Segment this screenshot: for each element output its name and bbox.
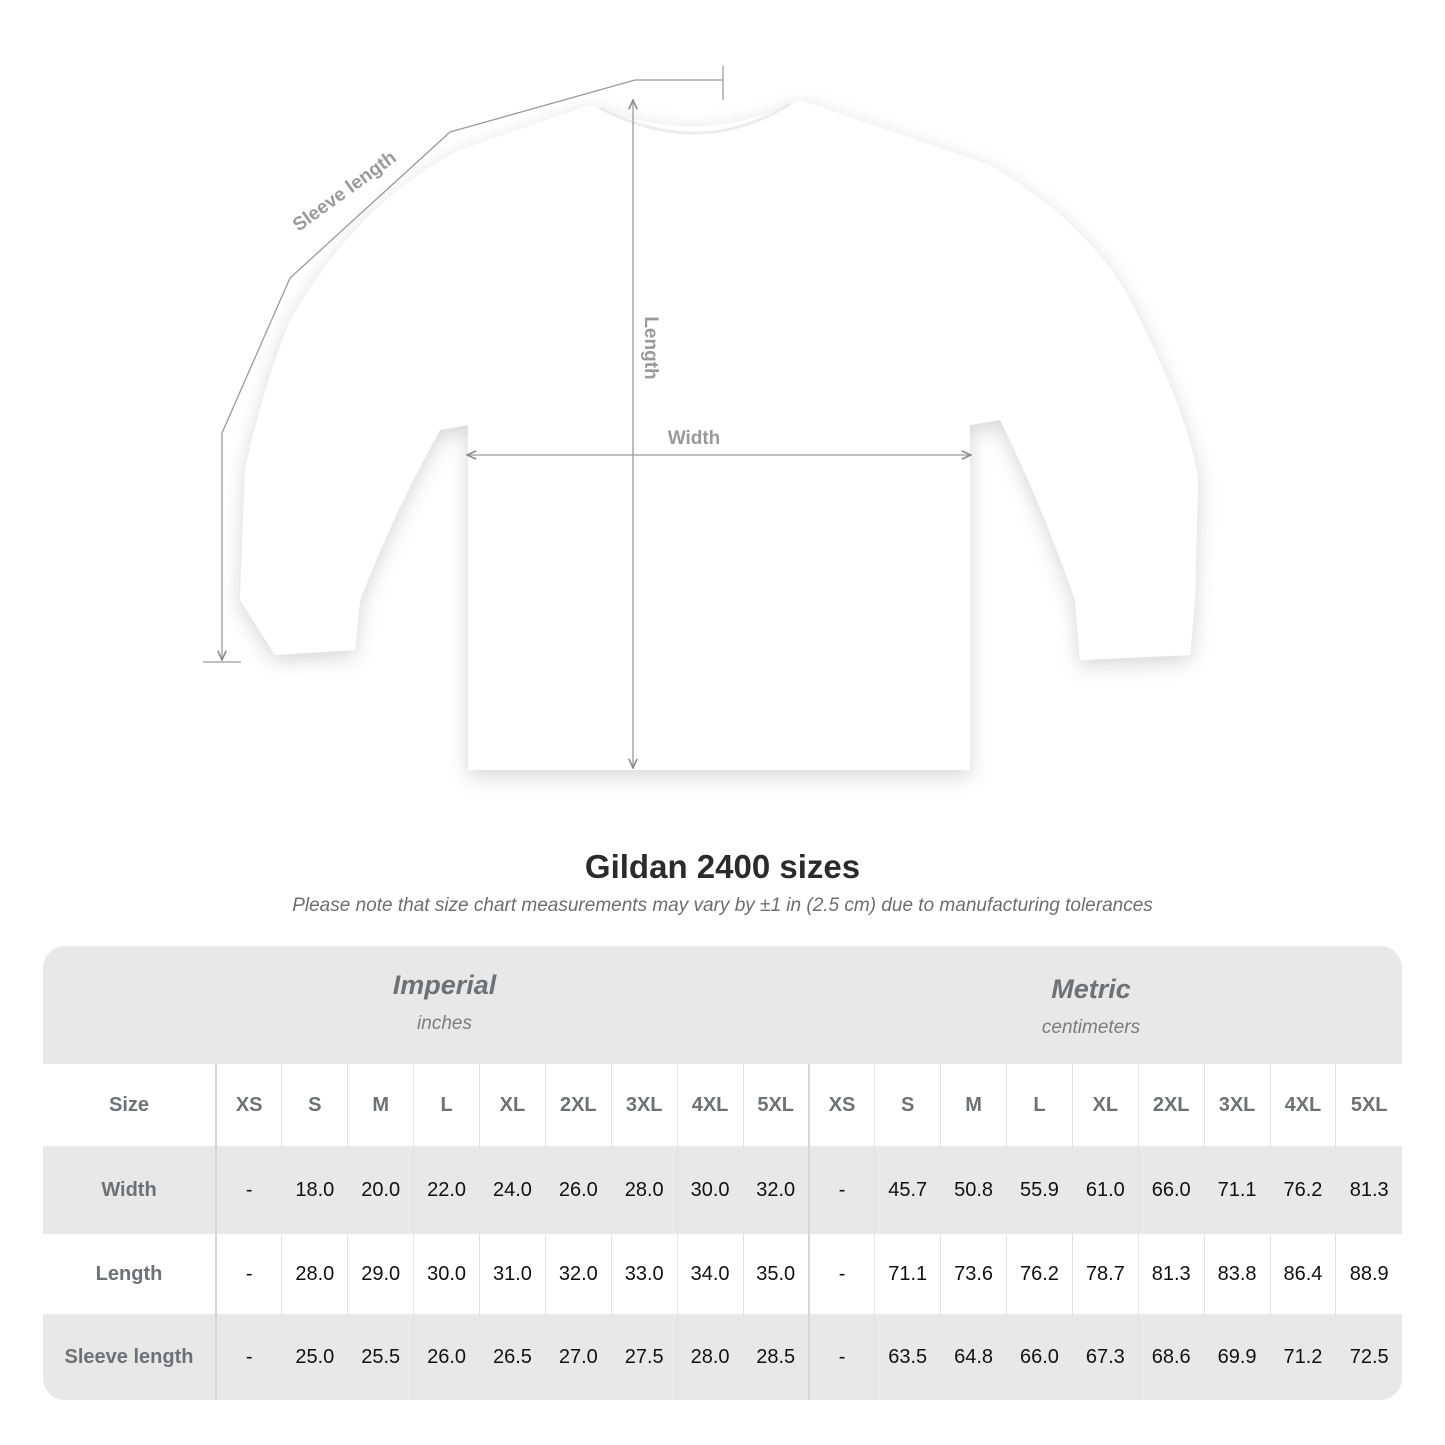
imperial-size-header: 4XL — [676, 1064, 743, 1146]
metric-value-cell: 86.4 — [1269, 1234, 1336, 1314]
row-label: Width — [43, 1146, 217, 1234]
imperial-value-cell: 28.0 — [676, 1314, 743, 1400]
imperial-value-cell: 27.5 — [610, 1314, 678, 1400]
table-row: Length -28.0 29.0 30.0 31.0 32.0 33.0 34.0 35.0-… — [43, 1234, 1402, 1314]
metric-size-header: L — [1006, 1064, 1073, 1146]
imperial-value-cell: 22.0 — [413, 1146, 480, 1234]
metric-value-cell: 81.3 — [1335, 1146, 1402, 1234]
imperial-size-header: 5XL — [742, 1064, 809, 1146]
imperial-value-cell: 28.5 — [742, 1314, 809, 1400]
metric-value-cell: 68.6 — [1137, 1314, 1205, 1400]
metric-value-cell: 71.1 — [874, 1234, 941, 1314]
metric-value-cell: 50.8 — [940, 1146, 1007, 1234]
metric-value-cell: 66.0 — [1006, 1314, 1073, 1400]
metric-value-cell: 55.9 — [1006, 1146, 1073, 1234]
imperial-value-cell: 34.0 — [676, 1234, 743, 1314]
metric-value-cell: 71.2 — [1269, 1314, 1336, 1400]
metric-value-cell: 63.5 — [874, 1314, 941, 1400]
imperial-value-cell: 28.0 — [610, 1146, 678, 1234]
imperial-size-header: 3XL — [610, 1064, 678, 1146]
shirt-diagram: Sleeve length Length Width — [203, 66, 1198, 770]
metric-value-cell: 81.3 — [1137, 1234, 1205, 1314]
metric-size-header: S — [874, 1064, 941, 1146]
metric-value-cell: 67.3 — [1071, 1314, 1139, 1400]
length-label: Length — [640, 316, 661, 379]
metric-header: Metric centimeters — [808, 974, 1374, 1039]
metric-value-cell: - — [807, 1314, 875, 1400]
width-label: Width — [668, 428, 721, 449]
imperial-size-header: L — [413, 1064, 480, 1146]
sleeve-measure-line — [203, 66, 724, 663]
metric-value-cell: 88.9 — [1335, 1234, 1402, 1314]
tolerance-note: Please note that size chart measurements… — [292, 895, 1153, 916]
table-row: Width -18.0 20.0 22.0 24.0 26.0 28.0 30.0 32.0-4… — [43, 1146, 1402, 1234]
imperial-value-cell: 30.0 — [413, 1234, 480, 1314]
metric-value-cell: 71.1 — [1203, 1146, 1270, 1234]
imperial-value-cell: 32.0 — [544, 1234, 612, 1314]
imperial-value-cell: 20.0 — [347, 1146, 414, 1234]
imperial-value-cell: - — [215, 1146, 282, 1234]
metric-value-cell: 78.7 — [1071, 1234, 1139, 1314]
imperial-value-cell: 32.0 — [742, 1146, 809, 1234]
metric-value-cell: 83.8 — [1203, 1234, 1270, 1314]
metric-size-header: XL — [1071, 1064, 1139, 1146]
metric-size-header: XS — [807, 1064, 875, 1146]
metric-size-header: 3XL — [1203, 1064, 1270, 1146]
row-label: Length — [43, 1234, 217, 1314]
imperial-value-cell: 27.0 — [544, 1314, 612, 1400]
imperial-size-header: S — [281, 1064, 348, 1146]
imperial-size-header: XL — [479, 1064, 546, 1146]
imperial-value-cell: 28.0 — [281, 1234, 348, 1314]
metric-size-header: 5XL — [1335, 1064, 1402, 1146]
metric-unit: centimeters — [1041, 1017, 1141, 1038]
size-table: Size XS S M L XL 2XL 3XL 4XL 5XL XS S M L XL 2XL 3XL 4XL 5… — [43, 1064, 1402, 1400]
imperial-title: Imperial — [392, 970, 497, 1000]
shirt-illustration — [240, 100, 1198, 770]
unit-header-band — [43, 946, 1402, 1064]
metric-value-cell: 64.8 — [940, 1314, 1007, 1400]
page-title: Gildan 2400 sizes — [584, 848, 861, 885]
imperial-value-cell: 24.0 — [479, 1146, 546, 1234]
metric-value-cell: 66.0 — [1137, 1146, 1205, 1234]
metric-size-header: 4XL — [1269, 1064, 1336, 1146]
imperial-value-cell: 18.0 — [281, 1146, 348, 1234]
metric-value-cell: 73.6 — [940, 1234, 1007, 1314]
size-table-card: Imperial inches Metric centimeters Size X… — [43, 946, 1402, 1400]
imperial-value-cell: 26.0 — [413, 1314, 480, 1400]
row-label: Sleeve length — [43, 1314, 217, 1400]
metric-value-cell: - — [807, 1234, 875, 1314]
imperial-value-cell: 26.0 — [544, 1146, 612, 1234]
size-header-row: Size XS S M L XL 2XL 3XL 4XL 5XL XS S M L XL 2XL 3XL 4XL 5… — [43, 1064, 1402, 1146]
metric-value-cell: 72.5 — [1335, 1314, 1402, 1400]
imperial-value-cell: - — [215, 1234, 282, 1314]
metric-value-cell: 61.0 — [1071, 1146, 1139, 1234]
imperial-value-cell: 25.5 — [347, 1314, 414, 1400]
metric-value-cell: - — [807, 1146, 875, 1234]
size-header-label: Size — [43, 1064, 217, 1146]
metric-value-cell: 76.2 — [1269, 1146, 1336, 1234]
imperial-value-cell: 26.5 — [479, 1314, 546, 1400]
imperial-unit: inches — [417, 1013, 472, 1034]
imperial-size-header: XS — [215, 1064, 282, 1146]
imperial-size-header: M — [347, 1064, 414, 1146]
metric-value-cell: 45.7 — [874, 1146, 941, 1234]
imperial-value-cell: 29.0 — [347, 1234, 414, 1314]
metric-title: Metric — [1051, 974, 1131, 1004]
imperial-value-cell: 33.0 — [610, 1234, 678, 1314]
imperial-value-cell: 35.0 — [742, 1234, 809, 1314]
imperial-value-cell: - — [215, 1314, 282, 1400]
metric-value-cell: 69.9 — [1203, 1314, 1270, 1400]
imperial-value-cell: 31.0 — [479, 1234, 546, 1314]
imperial-value-cell: 25.0 — [281, 1314, 348, 1400]
table-row: Sleeve length -25.0 25.5 26.0 26.5 27.0 27.5 28… — [43, 1314, 1402, 1400]
imperial-header: Imperial inches — [215, 970, 674, 1035]
metric-value-cell: 76.2 — [1006, 1234, 1073, 1314]
metric-size-header: 2XL — [1137, 1064, 1205, 1146]
metric-size-header: M — [940, 1064, 1007, 1146]
imperial-size-header: 2XL — [544, 1064, 612, 1146]
imperial-value-cell: 30.0 — [676, 1146, 743, 1234]
